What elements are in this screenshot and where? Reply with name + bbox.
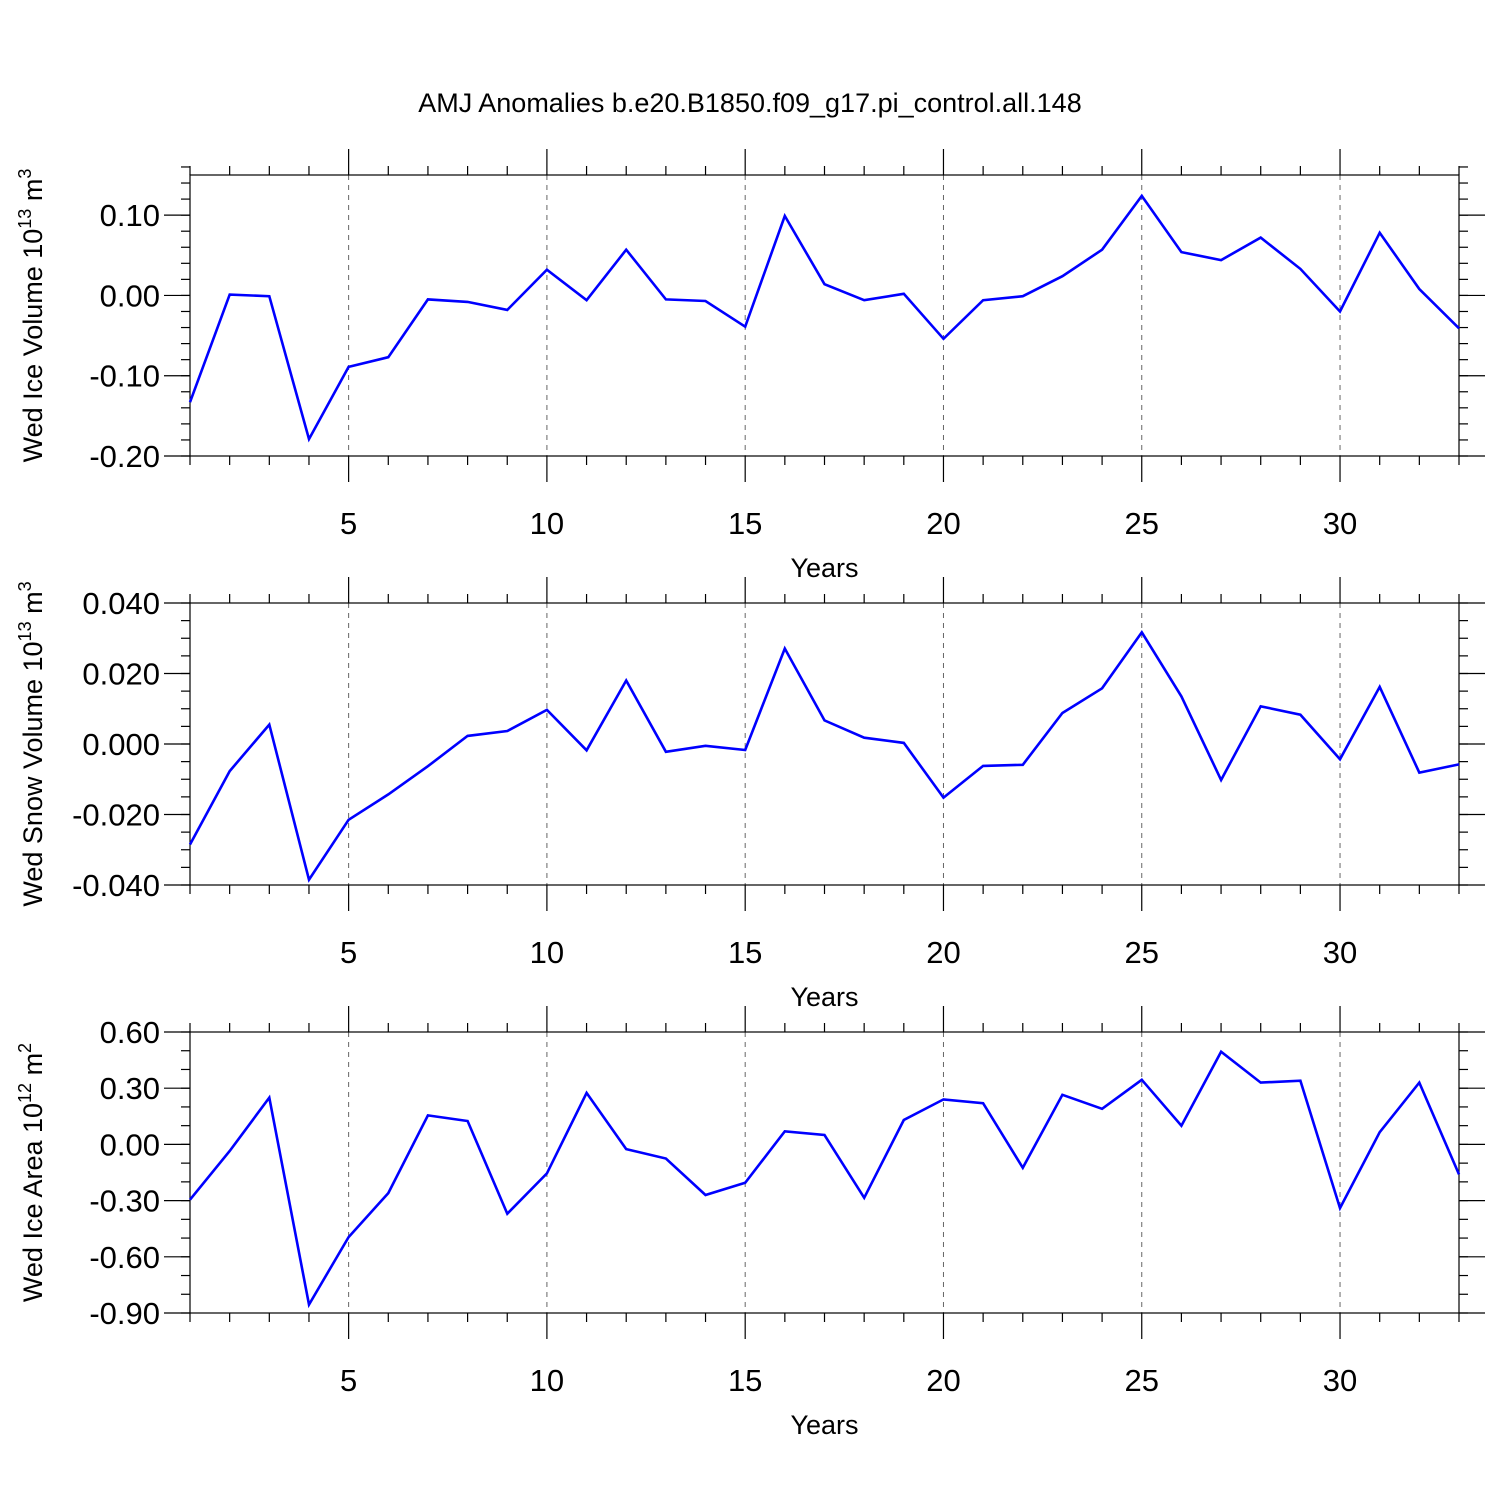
x-tick-label: 25 (1125, 935, 1159, 970)
series-line (188, 193, 1460, 443)
panel-3: 5 10 15 20 25 30 -0.90 -0.60 -0.30 0.00 0.30 0.60 Ye… (15, 1006, 1485, 1440)
y-axis-label-unit: m (18, 179, 48, 209)
y-axis-label-unit: m (18, 1053, 48, 1083)
series-line (188, 1049, 1461, 1309)
y-tick-label: -0.020 (72, 798, 160, 833)
y-axis-label-exponent: 13 (15, 209, 35, 229)
x-tick-label: 20 (926, 506, 960, 541)
y-tick-label: -0.30 (89, 1184, 160, 1219)
y-tick-label: -0.20 (89, 439, 160, 474)
x-tick-label: 20 (926, 1363, 960, 1398)
y-tick-label: 0.10 (100, 198, 160, 233)
y-tick-label: 0.00 (100, 1127, 160, 1162)
plot-frame (189, 174, 1460, 457)
y-axis-label-unit-exponent: 3 (15, 169, 35, 179)
x-tick-label: 25 (1125, 1363, 1159, 1398)
chart-title: AMJ Anomalies b.e20.B1850.f09_g17.pi_con… (418, 88, 1081, 118)
y-tick-label: -0.60 (89, 1240, 160, 1275)
x-tick-label: 15 (728, 506, 762, 541)
y-axis-label: Wed Ice Volume 1013 m3 (15, 169, 48, 463)
y-axis-label: Wed Ice Area 1012 m2 (15, 1043, 48, 1302)
y-axis-label: Wed Snow Volume 1013 m3 (15, 581, 48, 906)
plot-frame (189, 1031, 1460, 1314)
y-axis-label-text: Wed Snow Volume 10 (18, 641, 48, 906)
y-tick-label: 0.60 (100, 1015, 160, 1050)
x-tick-label: 5 (340, 1363, 357, 1398)
y-tick-label: -0.040 (72, 868, 160, 903)
plot-frame (189, 602, 1460, 886)
y-tick-label: 0.020 (82, 657, 160, 692)
y-axis-label-text: Wed Ice Area 10 (18, 1103, 48, 1302)
x-tick-label: 25 (1125, 506, 1159, 541)
y-axis-label-unit: m (18, 591, 48, 621)
y-axis-label-exponent: 13 (15, 621, 35, 641)
y-tick-label: 0.00 (100, 278, 160, 313)
x-tick-label: 5 (340, 506, 357, 541)
panel-2: 5 10 15 20 25 30 -0.040 -0.020 0.000 0.020 0.040 Ye… (15, 577, 1485, 1012)
x-tick-label: 30 (1323, 506, 1357, 541)
y-axis-label-exponent: 12 (15, 1083, 35, 1103)
x-tick-label: 5 (340, 935, 357, 970)
x-axis-label: Years (790, 553, 858, 583)
series-line (188, 629, 1460, 883)
x-tick-label: 20 (926, 935, 960, 970)
x-tick-label: 10 (530, 935, 564, 970)
y-tick-label: -0.10 (89, 359, 160, 394)
y-axis-label-unit-exponent: 3 (15, 581, 35, 591)
x-tick-label: 30 (1323, 1363, 1357, 1398)
panel-1: 5 10 15 20 25 30 -0.20 -0.10 0.00 0.10 Years Wed Ic… (15, 149, 1485, 583)
x-axis-label: Years (790, 982, 858, 1012)
y-tick-label: 0.000 (82, 727, 160, 762)
y-tick-label: 0.040 (82, 586, 160, 621)
y-axis-label-text: Wed Ice Volume 10 (18, 229, 48, 463)
x-tick-label: 15 (728, 935, 762, 970)
x-tick-label: 10 (530, 1363, 564, 1398)
y-tick-label: -0.90 (89, 1296, 160, 1331)
x-axis-label: Years (790, 1410, 858, 1440)
x-tick-label: 15 (728, 1363, 762, 1398)
y-axis-label-unit-exponent: 2 (15, 1043, 35, 1053)
x-tick-label: 30 (1323, 935, 1357, 970)
x-tick-label: 10 (530, 506, 564, 541)
y-tick-label: 0.30 (100, 1071, 160, 1106)
